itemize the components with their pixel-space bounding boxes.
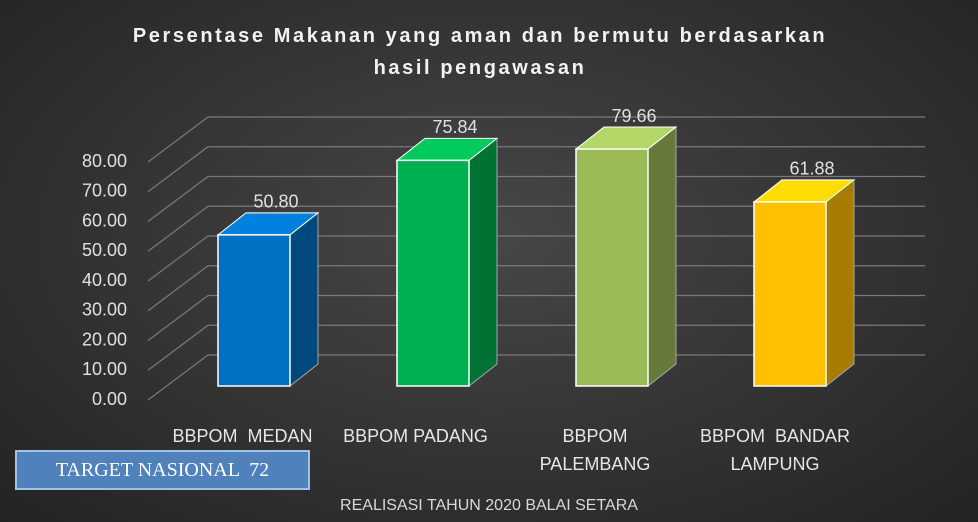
x-tick-label: BBPOM PADANG [343,426,488,446]
x-axis-label: REALISASI TAHUN 2020 BALAI SETARA [340,497,638,514]
grid-line [147,205,925,252]
value-label: 75.84 [432,117,477,137]
grid-line [147,265,925,312]
value-label: 61.88 [789,159,834,179]
x-tick-label: BBPOM BANDAR LAMPUNG [699,426,856,474]
x-tick-label: BBPOM MEDAN [172,426,313,446]
bar [217,234,291,387]
y-tick-label: 40.00 [82,270,127,290]
chart-title: Persentase Makanan yang aman dan bermutu… [132,25,828,79]
bar [753,201,827,387]
grid-line [147,116,925,163]
y-tick-label: 10.00 [82,359,127,379]
grid-line [147,324,925,371]
bar-side [647,125,677,388]
y-tick-label: 30.00 [82,300,127,320]
y-tick-label: 70.00 [82,181,127,201]
y-tick-label: 80.00 [82,151,127,171]
bar-side [468,137,498,388]
bar-side [825,178,855,388]
y-tick-label: 60.00 [82,210,127,230]
y-tick-label: 0.00 [92,389,127,409]
grid-line [147,235,925,282]
grid-line [147,354,925,401]
grid-line [147,294,925,341]
annotation: TARGET NASIONAL 72 [15,450,310,490]
value-label: 79.66 [611,106,656,126]
x-tick-label: BBPOM PALEMBANG [539,426,651,474]
bar [396,159,470,387]
grid-line [147,146,925,193]
grid-line [147,175,925,222]
value-label: 50.80 [253,192,298,212]
bar-side [289,211,319,388]
bar [575,148,649,387]
y-tick-label: 50.00 [82,240,127,260]
y-tick-label: 20.00 [82,329,127,349]
